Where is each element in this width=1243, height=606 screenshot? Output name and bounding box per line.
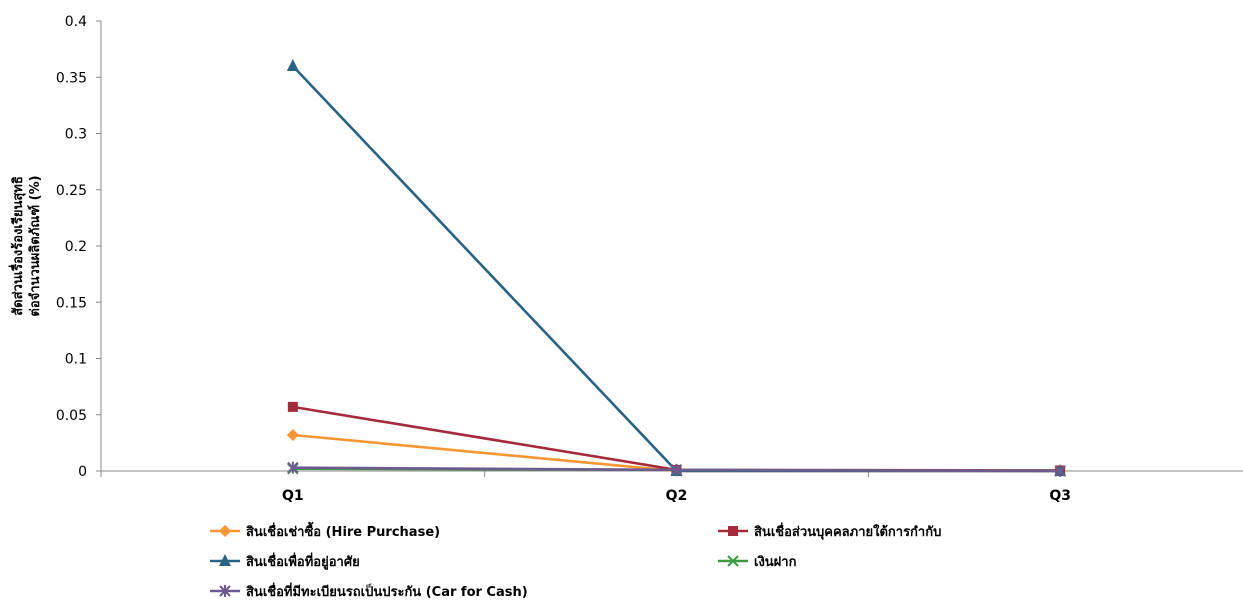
series-group: [286, 59, 1067, 477]
y-tick-label: 0.4: [65, 14, 87, 30]
legend-label: สินเชื่อเพื่อที่อยู่อาศัย: [246, 552, 360, 570]
legend-marker: [219, 554, 231, 566]
legend-item: สินเชื่อที่มีทะเบียนรถเป็นประกัน (Car fo…: [210, 582, 528, 600]
legend-item: สินเชื่อเพื่อที่อยู่อาศัย: [210, 552, 360, 570]
legend-marker: [219, 525, 231, 537]
series-5: [287, 461, 1066, 477]
series-line: [291, 65, 1061, 473]
data-point: [286, 429, 299, 441]
legend-item: สินเชื่อเช่าซื้อ (Hire Purchase): [210, 521, 440, 540]
y-tick-label: 0.2: [65, 239, 87, 255]
data-point: [287, 461, 299, 474]
y-tick-label: 0.1: [65, 352, 87, 368]
x-axis-ticks: Q1 Q2 Q3: [100, 471, 1071, 504]
legend-marker: [219, 585, 231, 597]
legend-label: สินเชื่อเช่าซื้อ (Hire Purchase): [246, 521, 440, 540]
x-tick-label: Q3: [1049, 488, 1071, 504]
legend: สินเชื่อเช่าซื้อ (Hire Purchase) สินเชื่อ…: [210, 521, 941, 600]
y-axis-label: สัดส่วนเรื่องร้องเรียนสุทธิ ต่อจำนวนผลิต…: [8, 175, 43, 316]
y-tick-label: 0.3: [65, 127, 87, 143]
legend-item: สินเชื่อส่วนบุคคลภายใต้การกำกับ: [718, 522, 941, 540]
series-3: [286, 59, 1067, 476]
y-tick-label: 0.35: [56, 70, 87, 86]
y-axis-label-line-2: ต่อจำนวนผลิตภัณฑ์ (%): [27, 175, 43, 316]
y-tick-label: 0.05: [56, 408, 87, 424]
y-axis-ticks: 0 0.05 0.1 0.15 0.2 0.25 0.3 0.35 0.4: [56, 14, 101, 480]
legend-label: สินเชื่อที่มีทะเบียนรถเป็นประกัน (Car fo…: [246, 582, 528, 600]
data-point: [1054, 465, 1066, 477]
legend-item: เงินฝาก: [718, 555, 797, 570]
data-point: [287, 401, 298, 412]
y-tick-label: 0.25: [56, 183, 87, 199]
y-tick-label: 0.15: [56, 295, 87, 311]
legend-label: สินเชื่อส่วนบุคคลภายใต้การกำกับ: [754, 522, 941, 540]
data-point: [670, 463, 683, 476]
x-tick-label: Q1: [282, 488, 304, 504]
y-axis-label-line-1: สัดส่วนเรื่องร้องเรียนสุทธิ: [8, 176, 26, 316]
legend-marker: [727, 555, 739, 567]
legend-label: เงินฝาก: [754, 555, 797, 570]
y-tick-label: 0: [78, 464, 87, 480]
legend-marker: [728, 526, 738, 536]
x-tick-label: Q2: [666, 488, 688, 504]
data-point: [286, 59, 299, 71]
axes: [100, 21, 1243, 472]
series-line: [292, 405, 1061, 472]
